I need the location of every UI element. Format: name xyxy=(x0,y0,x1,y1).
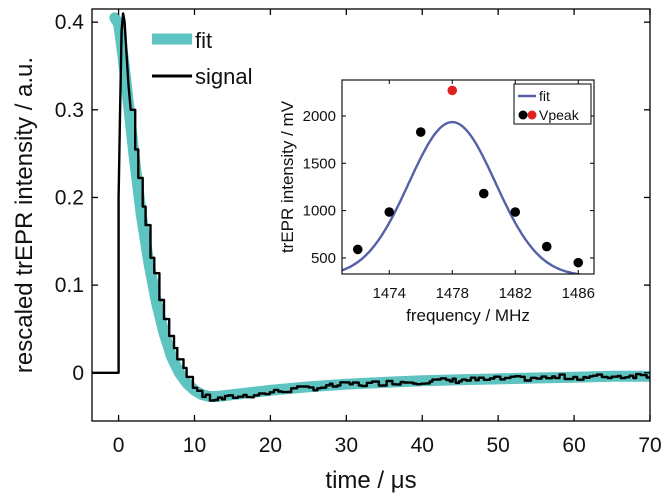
legend-fit-label: fit xyxy=(195,28,212,53)
main-x-tick-label: 30 xyxy=(335,434,358,457)
inset-y-tick-label: 500 xyxy=(311,250,336,267)
inset-data-point xyxy=(352,244,363,255)
inset-x-tick-label: 1478 xyxy=(436,285,469,302)
main-legend: fit signal xyxy=(152,28,252,89)
inset-legend: fit Vpeak xyxy=(513,83,592,125)
inset-data-point xyxy=(415,127,426,137)
inset-series-layer xyxy=(342,85,588,274)
main-y-axis-label: rescaled trEPR intensity / a.u. xyxy=(11,57,38,373)
inset-y-tick-label: 1500 xyxy=(303,155,336,172)
inset-legend-vpeak-label: Vpeak xyxy=(539,107,580,123)
main-plot-frame xyxy=(91,8,651,422)
inset-legend-fit-label: fit xyxy=(539,88,550,104)
main-y-tick-label: 0.3 xyxy=(55,99,84,122)
inset-x-ticks: 1474 1478 1482 1486 xyxy=(373,80,595,302)
inset-fit-curve xyxy=(342,120,588,274)
main-y-tick-label: 0.2 xyxy=(55,186,84,209)
main-y-tick-label: 0.4 xyxy=(55,11,85,34)
inset-data-point xyxy=(510,207,521,217)
inset-legend-point-marker xyxy=(518,110,528,120)
main-x-tick-label: 0 xyxy=(113,434,125,457)
main-y-ticks: 0 0.1 0.2 0.3 0.4 xyxy=(55,11,650,385)
inset-legend-peak-marker xyxy=(527,110,537,120)
inset-y-ticks: 500 1000 1500 2000 xyxy=(303,108,594,267)
main-x-tick-label: 60 xyxy=(562,434,585,457)
inset-x-tick-label: 1482 xyxy=(499,285,532,302)
inset-plot-frame xyxy=(341,79,595,275)
main-x-axis-label: time / μs xyxy=(325,467,416,494)
main-y-tick-label: 0 xyxy=(72,362,84,385)
inset-data-point xyxy=(573,257,584,268)
main-x-ticks: 0 10 20 30 40 50 60 70 xyxy=(113,9,662,457)
inset-x-tick-label: 1474 xyxy=(373,285,406,302)
main-x-tick-label: 20 xyxy=(259,434,282,457)
inset-data-point xyxy=(478,188,489,199)
inset-y-tick-label: 1000 xyxy=(303,203,336,220)
inset-data-point xyxy=(541,241,552,252)
inset-y-axis-label: trEPR intensity / mV xyxy=(278,100,297,253)
inset-y-tick-label: 2000 xyxy=(303,108,336,125)
main-x-tick-label: 10 xyxy=(183,434,206,457)
inset-peak-point xyxy=(447,85,458,96)
main-series-layer xyxy=(92,12,650,402)
inset-data-point xyxy=(384,207,395,217)
main-y-tick-label: 0.1 xyxy=(55,274,84,297)
inset-chart: 1474 1478 1482 1486 500 1000 1500 2000 frequen… xyxy=(278,79,595,325)
main-x-tick-label: 50 xyxy=(486,434,509,457)
legend-signal-label: signal xyxy=(195,64,252,89)
signal-line xyxy=(92,12,650,402)
main-x-tick-label: 40 xyxy=(411,434,434,457)
inset-x-tick-label: 1486 xyxy=(562,285,595,302)
main-x-tick-label: 70 xyxy=(638,434,661,457)
inset-x-axis-label: frequency / MHz xyxy=(406,306,530,325)
